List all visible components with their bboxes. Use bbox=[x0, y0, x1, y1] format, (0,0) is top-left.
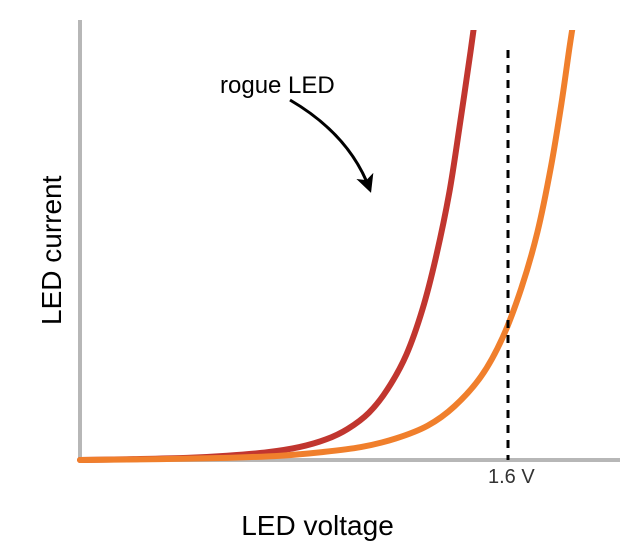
reference-tick-label: 1.6 V bbox=[488, 466, 535, 489]
y-axis-label: LED current bbox=[36, 176, 68, 325]
x-axis-label: LED voltage bbox=[241, 510, 394, 542]
annotation-arrow bbox=[290, 100, 370, 190]
led-iv-chart: LED current LED voltage 1.6 V rogue LED bbox=[0, 0, 635, 550]
rogue-led-annotation: rogue LED bbox=[220, 72, 335, 100]
